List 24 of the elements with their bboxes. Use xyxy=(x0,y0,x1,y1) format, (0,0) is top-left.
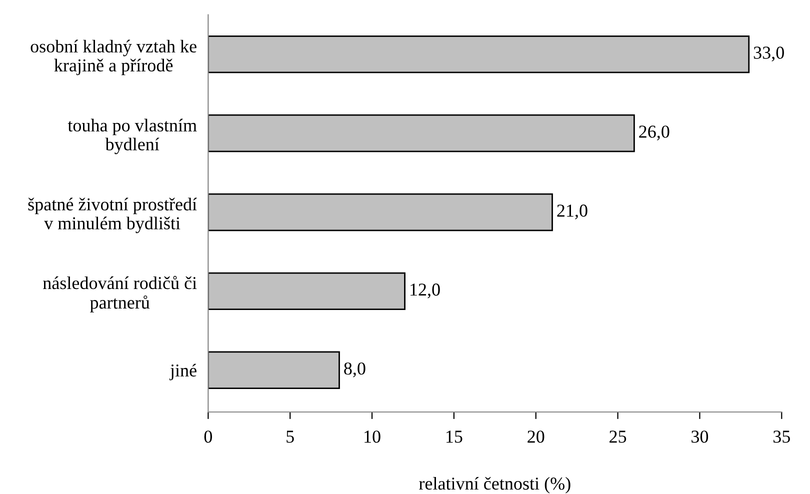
x-tick-label: 0 xyxy=(204,430,212,443)
x-axis-title: relativní četnosti (%) xyxy=(419,476,570,494)
bar xyxy=(208,272,406,310)
x-tick-label: 5 xyxy=(286,430,294,443)
data-label: 21,0 xyxy=(557,204,588,220)
x-tick-label: 10 xyxy=(364,430,380,443)
x-tick-label: 25 xyxy=(610,430,626,443)
data-label: 8,0 xyxy=(344,362,366,378)
data-label: 33,0 xyxy=(754,46,784,62)
y-tick-label: touha po vlastním bydlení xyxy=(68,118,197,154)
bar xyxy=(208,35,750,74)
x-tick-label: 30 xyxy=(692,430,708,443)
y-tick-label: jiné xyxy=(169,364,196,380)
data-label: 12,0 xyxy=(410,284,440,298)
data-label: 26,0 xyxy=(639,126,670,140)
bar xyxy=(208,351,340,390)
bar xyxy=(208,114,635,152)
x-tick-label: 15 xyxy=(446,430,462,443)
y-tick-label: osobní kladný vztah ke krajině a přírodě xyxy=(30,40,196,76)
bar xyxy=(208,193,553,232)
y-tick-label: následování rodičů či partnerů xyxy=(43,276,197,312)
y-tick-label: špatné životní prostředí v minulém bydlišti xyxy=(28,198,197,234)
x-tick-label: 20 xyxy=(528,430,544,443)
x-tick-label: 35 xyxy=(773,430,790,443)
